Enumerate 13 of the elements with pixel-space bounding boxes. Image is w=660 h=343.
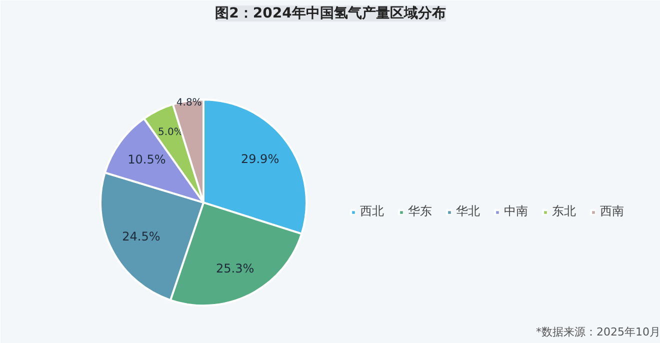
data-label: 29.9%: [240, 152, 280, 166]
chart-title: 图2：2024年中国氢气产量区域分布: [215, 4, 446, 22]
text: *数据来源：2025年10月: [536, 326, 660, 338]
data-label: 25.3%: [216, 261, 254, 276]
legend-label: 华北: [456, 203, 480, 220]
data-label: 10.5%: [128, 152, 166, 166]
legend-label: 中南: [504, 203, 528, 220]
data-label: 24.5%: [122, 229, 160, 244]
legend-label: 东北: [552, 203, 576, 220]
legend-label: 西南: [600, 203, 624, 220]
legend-label: 华东: [408, 203, 432, 220]
legend-label: 西北: [360, 203, 384, 220]
data-label: 4.8%: [176, 97, 202, 108]
